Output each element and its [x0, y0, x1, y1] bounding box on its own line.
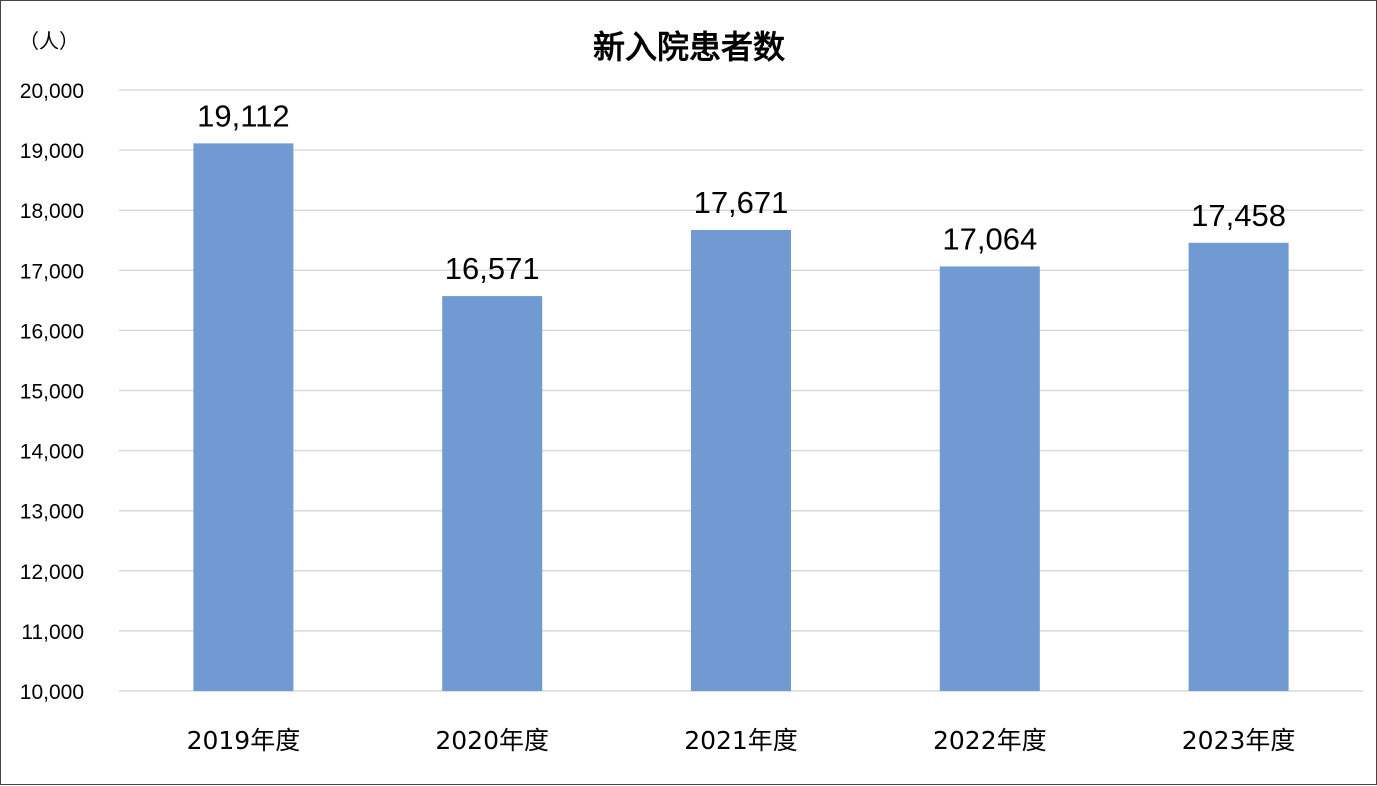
bar: [939, 266, 1040, 691]
y-axis-unit-label: （人）: [19, 29, 79, 53]
bars: [193, 143, 1289, 692]
bar: [193, 143, 294, 692]
chart-title: 新入院患者数: [593, 28, 786, 66]
y-tick-label: 18,000: [20, 200, 84, 223]
data-label: 19,112: [197, 98, 290, 133]
x-category-label: 2021年度: [684, 726, 798, 755]
x-category-label: 2019年度: [187, 726, 301, 755]
data-label: 17,671: [694, 185, 789, 220]
data-label: 16,571: [445, 251, 540, 286]
y-axis-ticks: 10,000 11,000 12,000 13,000 14,000 15,000 16,0…: [20, 80, 84, 704]
y-tick-label: 15,000: [20, 381, 84, 404]
y-tick-label: 16,000: [20, 320, 84, 343]
x-category-label: 2023年度: [1182, 726, 1296, 755]
y-tick-label: 20,000: [20, 80, 84, 103]
y-tick-label: 13,000: [20, 501, 84, 524]
data-label: 17,064: [942, 221, 1037, 256]
y-tick-label: 10,000: [20, 681, 84, 704]
x-category-label: 2022年度: [933, 726, 1047, 755]
y-tick-label: 11,000: [21, 621, 84, 644]
y-tick-label: 17,000: [20, 260, 84, 283]
y-tick-label: 14,000: [20, 441, 84, 464]
bar: [691, 229, 791, 691]
data-labels: 19,112 16,571 17,671 17,064 17,458: [197, 98, 1286, 286]
bar: [442, 296, 543, 691]
y-tick-label: 12,000: [20, 561, 84, 584]
x-category-label: 2020年度: [435, 726, 549, 755]
bar: [1188, 242, 1289, 691]
y-tick-label: 19,000: [20, 140, 84, 163]
x-axis-categories: 2019年度 2020年度 2021年度 2022年度 2023年度: [187, 726, 1296, 755]
data-label: 17,458: [1191, 198, 1286, 233]
